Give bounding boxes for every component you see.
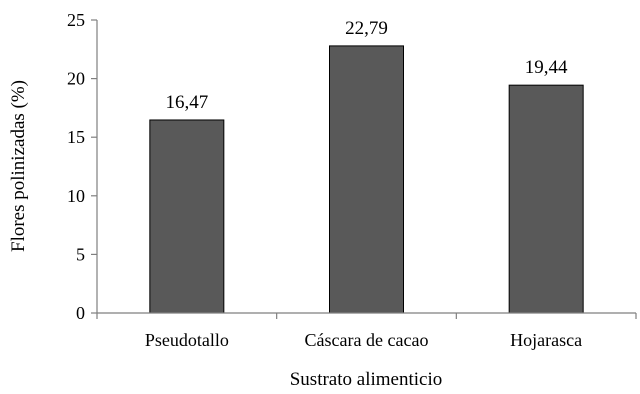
bar-3 [508,84,584,314]
data-labels: 16,47 22,79 19,44 [165,18,568,113]
y-tick-label: 15 [67,127,85,147]
y-tick-label: 25 [67,10,85,30]
bar-2 [329,45,404,314]
y-tick-label: 10 [67,186,85,206]
x-category-label-2: Cáscara de cacao [305,330,429,350]
x-category-label-1: Pseudotallo [145,330,229,350]
y-tick-label: 5 [76,244,85,264]
data-label-1: 16,47 [165,92,208,113]
y-tick-label: 0 [76,303,85,323]
x-category-label-3: Hojarasca [510,330,582,350]
data-label-3: 19,44 [525,57,568,78]
bars [149,45,584,314]
y-axis-ticks: 0 5 10 15 20 25 [67,10,97,323]
x-axis-ticks [96,313,637,319]
data-label-2: 22,79 [345,18,388,39]
y-tick-label: 20 [67,69,85,89]
bar-1 [149,119,225,314]
x-axis-category-labels: Pseudotallo Cáscara de cacao Hojarasca [145,330,582,350]
x-axis-title: Sustrato alimenticio [290,369,443,389]
y-axis-title: Flores polinizadas (%) [8,80,29,252]
